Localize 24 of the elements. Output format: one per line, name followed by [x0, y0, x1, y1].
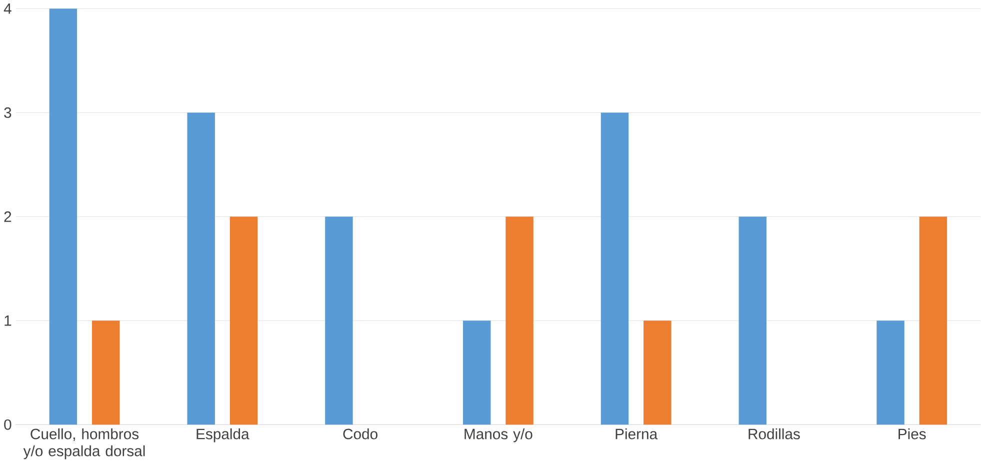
- bar: [600, 112, 629, 425]
- bar: [738, 216, 766, 425]
- y-tick-label: 2: [4, 212, 12, 222]
- x-tick-label: Pies: [898, 428, 926, 440]
- y-tick-label: 0: [4, 419, 12, 430]
- bar: [506, 216, 534, 425]
- bar: [49, 8, 78, 425]
- x-tick-label: Cuello, hombros y/o espalda dorsal: [23, 428, 145, 460]
- x-tick-label: Codo: [343, 428, 378, 440]
- bar: [919, 216, 948, 425]
- x-tick-label: Pierna: [616, 428, 658, 440]
- bar: [876, 320, 904, 425]
- x-tick-label: Espalda: [196, 428, 250, 442]
- y-tick-label: 1: [4, 316, 12, 326]
- x-tick-label: Manos y/o: [464, 428, 532, 442]
- bar: [462, 320, 491, 425]
- bar: [325, 216, 353, 425]
- y-tick-label: 3: [4, 107, 12, 118]
- bar: [644, 320, 672, 425]
- bar: [230, 216, 258, 425]
- x-tick-label: Rodillas: [748, 428, 800, 440]
- y-tick-label: 4: [4, 4, 12, 14]
- bar: [92, 320, 120, 425]
- bar: [187, 112, 215, 425]
